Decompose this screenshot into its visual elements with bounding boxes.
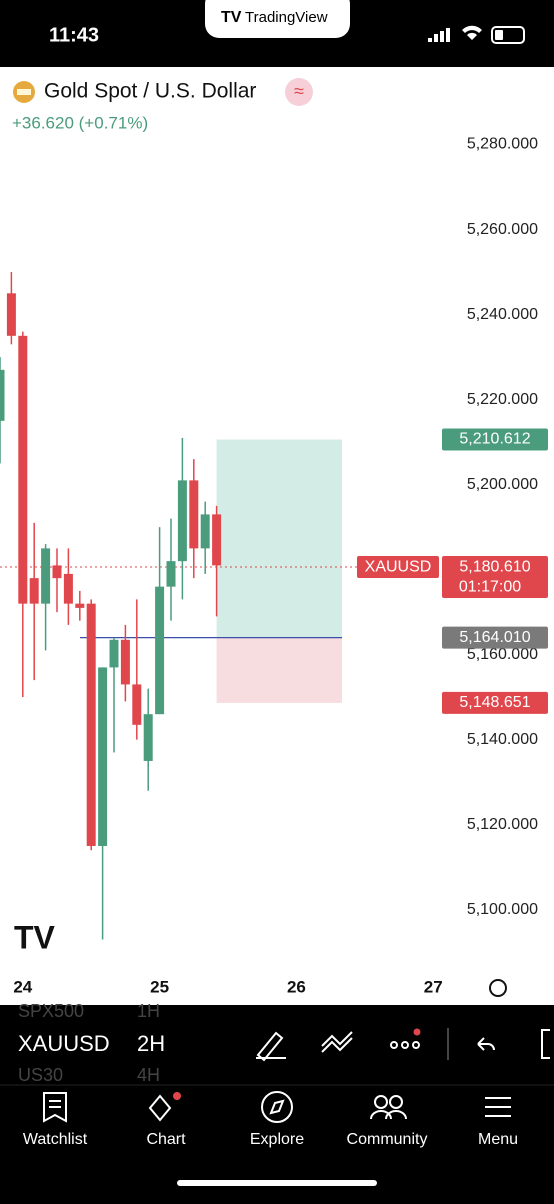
price-change: +36.620 (+0.71%): [12, 113, 148, 132]
candle-body: [109, 639, 119, 668]
y-tick-label: 5,240.000: [467, 306, 538, 323]
candle-body: [63, 573, 73, 604]
app-pill: [205, 0, 350, 38]
market-status[interactable]: [285, 78, 313, 106]
clock: 11:43: [49, 24, 99, 46]
candle-body: [75, 603, 85, 608]
last-box: [442, 556, 548, 599]
candle-body: [41, 548, 51, 604]
candle-body: [18, 335, 28, 604]
loss-zone: [216, 637, 342, 703]
stop-box: [442, 691, 548, 714]
tab-label[interactable]: Watchlist: [23, 1131, 88, 1148]
candle-body: [177, 480, 187, 562]
symbol-tag: XAUUSD: [365, 558, 432, 575]
app-logo: TV: [221, 9, 242, 26]
entry-box: [442, 626, 548, 649]
x-tick-label: 24: [13, 977, 32, 996]
x-tick-label: 25: [150, 977, 169, 996]
candle-body: [52, 565, 62, 579]
candle-body: [86, 603, 96, 846]
candle-body: [189, 480, 199, 549]
symbol-prev: SPX500: [18, 1001, 84, 1021]
candle-body: [166, 561, 176, 587]
y-tick-label: 5,120.000: [467, 816, 538, 833]
entry-label: 5,164.010: [459, 629, 530, 646]
home-indicator: [177, 1180, 377, 1186]
tool-icons: [256, 1028, 550, 1062]
tab-label[interactable]: Menu: [478, 1131, 518, 1148]
settings-icon[interactable]: [489, 979, 507, 997]
y-tick-label: 5,220.000: [467, 391, 538, 408]
symbol-picker[interactable]: XAUUSD: [18, 1031, 110, 1056]
x-tick-label: 27: [424, 977, 443, 996]
stop-label: 5,148.651: [459, 694, 530, 711]
candle-body: [212, 514, 222, 566]
status-icons: [428, 25, 525, 44]
tab-label[interactable]: Community: [347, 1131, 428, 1148]
tab-label[interactable]: Explore: [250, 1131, 304, 1148]
market-status-icon: ≈: [294, 81, 304, 101]
candle-body: [6, 293, 16, 336]
interval-next: 4H: [137, 1065, 160, 1085]
target-label: 5,210.612: [459, 431, 530, 448]
alert-dot: [413, 1028, 421, 1036]
undo[interactable]: [477, 1037, 495, 1051]
indicator-tool[interactable]: [321, 1031, 353, 1053]
gold-bar: [17, 89, 31, 95]
candle-body: [0, 369, 5, 421]
x-tick-label: 26: [287, 977, 306, 996]
watermark: TV: [14, 919, 56, 955]
y-tick-label: 5,280.000: [467, 136, 538, 153]
profit-zone: [216, 439, 342, 638]
symbol-title[interactable]: Gold Spot / U.S. Dollar: [44, 80, 256, 103]
candle-body: [132, 684, 142, 725]
y-tick-label: 5,100.000: [467, 901, 538, 918]
candle-body: [98, 667, 108, 846]
last-label: 5,180.610: [459, 558, 530, 575]
app-name: TradingView: [245, 9, 328, 26]
y-tick-label: 5,160.000: [467, 646, 538, 663]
symbol-next: US30: [18, 1065, 63, 1085]
target-box: [442, 428, 548, 451]
y-tick-label: 5,140.000: [467, 731, 538, 748]
candle-body: [120, 639, 130, 685]
countdown: 01:17:00: [459, 578, 521, 595]
interval-picker[interactable]: 2H: [137, 1031, 165, 1056]
y-tick-label: 5,260.000: [467, 221, 538, 238]
candle-body: [200, 514, 210, 549]
tab-label[interactable]: Chart: [146, 1131, 186, 1148]
y-tick-label: 5,200.000: [467, 476, 538, 493]
candle-body: [155, 586, 165, 715]
interval-prev: 1H: [137, 1001, 160, 1021]
chart-badge: [173, 1092, 181, 1100]
draw-tool[interactable]: [256, 1031, 286, 1062]
candle-body: [143, 714, 153, 761]
tab-icons: [43, 1091, 511, 1123]
symbol-tag-box: [357, 556, 439, 579]
candle-body: [29, 578, 39, 604]
